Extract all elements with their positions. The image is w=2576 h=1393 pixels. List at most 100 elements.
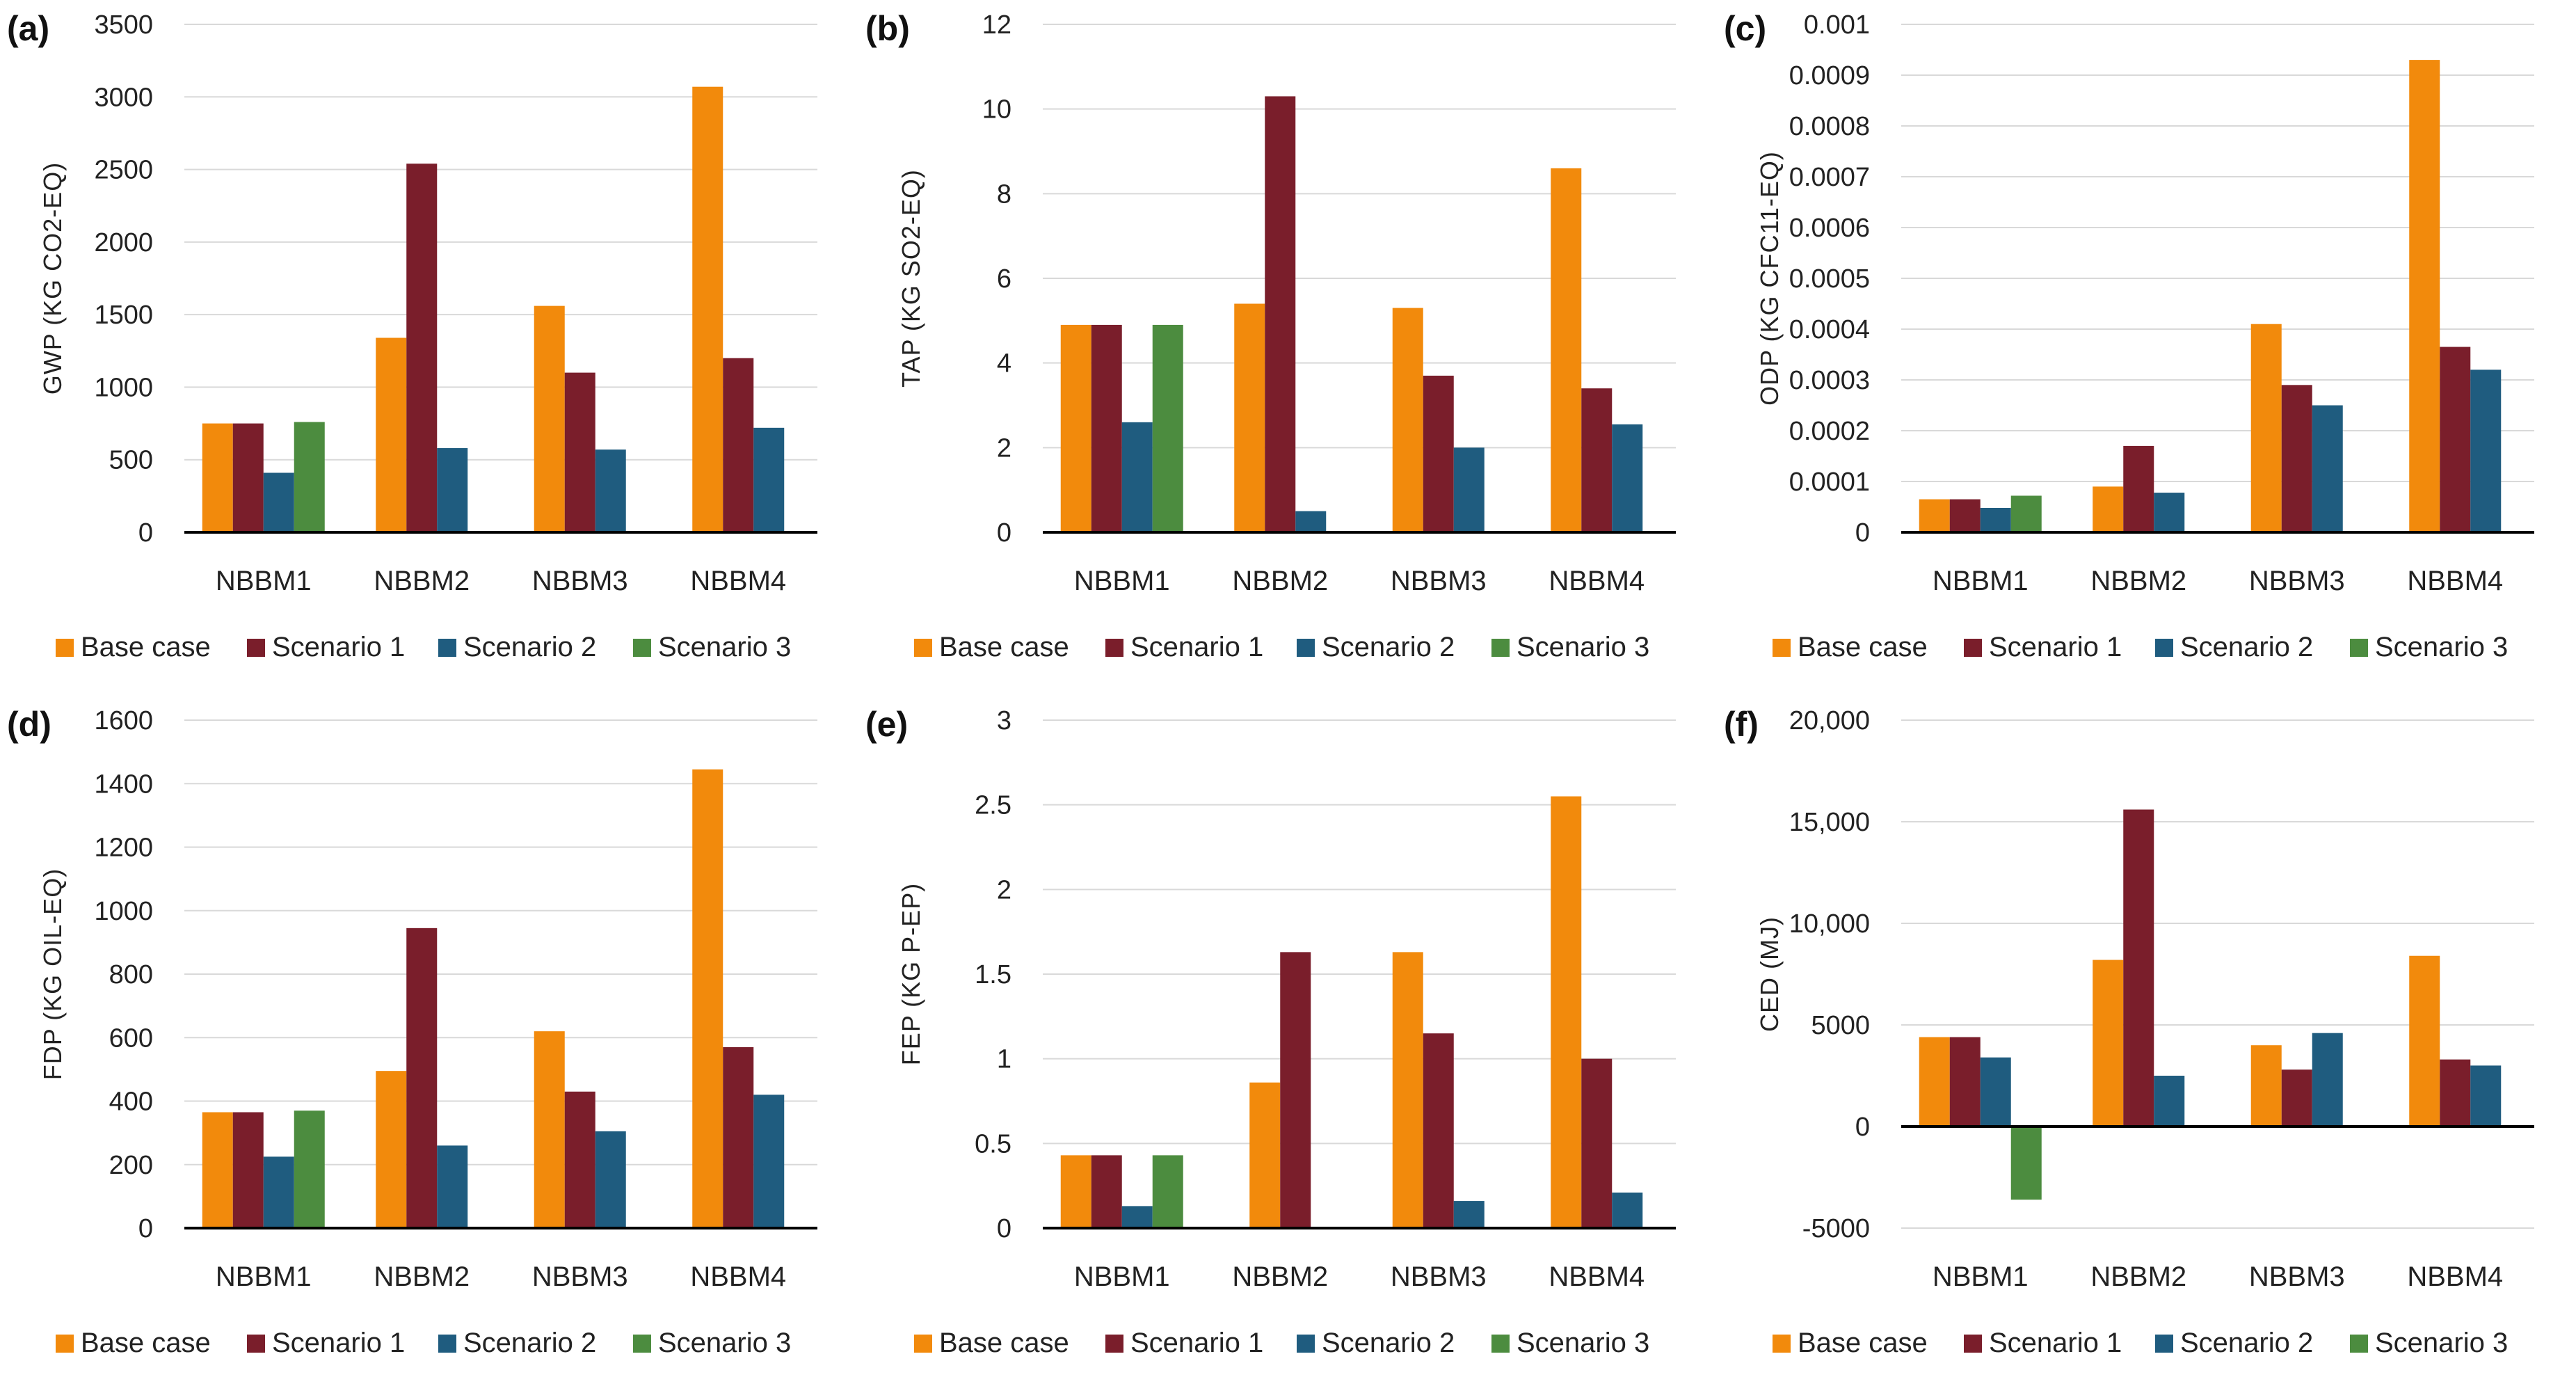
bar-b-nbbm1-series-1 bbox=[1091, 324, 1122, 532]
y-tick-label-d: 600 bbox=[109, 1024, 153, 1053]
bar-e-nbbm1-series-2 bbox=[1121, 1206, 1153, 1228]
bar-e-nbbm3-series-1 bbox=[1423, 1033, 1454, 1228]
bar-c-nbbm1-series-0 bbox=[1919, 499, 1950, 532]
bar-d-nbbm3-series-2 bbox=[595, 1131, 626, 1228]
bar-b-nbbm4-series-2 bbox=[1612, 424, 1643, 532]
chart-panel-f: (f) CED (MJ) -5000 0 5000 10,000 15,000 20,000 N… bbox=[1717, 696, 2575, 1392]
x-category-label-b: NBBM4 bbox=[1549, 566, 1645, 596]
chart-a-svg: (a) GWP (KG CO2-EQ) 0 500 1000 1500 2000 2500 30… bbox=[7, 9, 817, 662]
x-category-label-d: NBBM2 bbox=[374, 1261, 470, 1292]
bar-a-nbbm1-series-3 bbox=[294, 422, 325, 532]
y-tick-label-c: 0.0009 bbox=[1789, 61, 1870, 90]
y-axis-title-c: ODP (KG CFC11-EQ) bbox=[1755, 151, 1784, 406]
panel-label-d: (d) bbox=[7, 705, 51, 744]
bar-c-nbbm3-series-2 bbox=[2312, 405, 2343, 532]
chart-b-svg: (b) TAP (KG SO2-EQ) 0 2 4 6 8 10 12 NBBM1 NBBM2 NBB… bbox=[865, 9, 1676, 662]
y-tick-label-b: 6 bbox=[997, 264, 1011, 294]
bar-f-nbbm4-series-0 bbox=[2409, 955, 2440, 1127]
legend-label-d: Scenario 2 bbox=[463, 1328, 596, 1358]
bar-e-nbbm4-series-1 bbox=[1581, 1058, 1613, 1228]
legend-label-c: Scenario 1 bbox=[1989, 632, 2122, 662]
legend-swatch-a bbox=[56, 639, 74, 657]
bar-b-nbbm2-series-2 bbox=[1295, 511, 1327, 532]
legend-swatch-d bbox=[633, 1335, 651, 1353]
bar-f-nbbm1-series-1 bbox=[1949, 1037, 1981, 1127]
legend-swatch-c bbox=[2350, 639, 2368, 657]
bar-c-nbbm1-series-1 bbox=[1949, 499, 1981, 532]
x-category-label-d: NBBM1 bbox=[216, 1261, 312, 1292]
legend-label-c: Scenario 3 bbox=[2375, 632, 2508, 662]
legend-label-d: Scenario 1 bbox=[272, 1328, 405, 1358]
bar-a-nbbm4-series-0 bbox=[692, 86, 723, 532]
y-tick-label-d: 400 bbox=[109, 1088, 153, 1117]
y-tick-label-b: 0 bbox=[997, 518, 1011, 548]
bar-a-nbbm2-series-0 bbox=[376, 337, 407, 532]
bar-a-nbbm3-series-0 bbox=[534, 305, 565, 532]
bar-d-nbbm1-series-2 bbox=[263, 1156, 294, 1228]
y-tick-label-e: 0.5 bbox=[975, 1129, 1011, 1159]
x-category-label-e: NBBM1 bbox=[1074, 1261, 1170, 1292]
bar-a-nbbm4-series-1 bbox=[723, 358, 754, 532]
legend-swatch-b bbox=[1491, 639, 1510, 657]
legend-swatch-f bbox=[2350, 1335, 2368, 1353]
y-tick-label-d: 1000 bbox=[94, 897, 153, 926]
x-category-label-f: NBBM4 bbox=[2407, 1261, 2503, 1292]
y-tick-label-d: 1200 bbox=[94, 834, 153, 863]
bar-f-nbbm1-series-0 bbox=[1919, 1037, 1950, 1127]
bar-f-nbbm4-series-1 bbox=[2440, 1059, 2471, 1127]
x-category-label-d: NBBM3 bbox=[532, 1261, 628, 1292]
bar-c-nbbm1-series-2 bbox=[1980, 507, 2011, 532]
legend-swatch-e bbox=[914, 1335, 932, 1353]
x-category-label-c: NBBM3 bbox=[2249, 566, 2345, 596]
legend-swatch-e bbox=[1105, 1335, 1123, 1353]
legend-swatch-e bbox=[1297, 1335, 1315, 1353]
panel-label-e: (e) bbox=[865, 705, 908, 744]
bar-e-nbbm2-series-0 bbox=[1249, 1082, 1281, 1228]
bar-a-nbbm4-series-2 bbox=[753, 427, 785, 532]
y-tick-label-d: 0 bbox=[138, 1214, 153, 1243]
y-axis-title-b: TAP (KG SO2-EQ) bbox=[897, 169, 925, 388]
y-tick-label-b: 8 bbox=[997, 180, 1011, 209]
y-tick-label-c: 0.0003 bbox=[1789, 366, 1870, 395]
legend-swatch-f bbox=[1773, 1335, 1791, 1353]
y-tick-label-d: 200 bbox=[109, 1151, 153, 1180]
legend-label-d: Base case bbox=[81, 1328, 211, 1358]
y-tick-label-c: 0.0004 bbox=[1789, 315, 1870, 344]
legend-swatch-a bbox=[633, 639, 651, 657]
y-tick-label-c: 0.0005 bbox=[1789, 264, 1870, 294]
y-tick-label-b: 10 bbox=[982, 95, 1011, 125]
y-tick-label-a: 500 bbox=[109, 446, 153, 475]
bar-d-nbbm3-series-1 bbox=[564, 1091, 595, 1228]
legend-swatch-b bbox=[1105, 639, 1123, 657]
y-tick-label-f: 10,000 bbox=[1789, 909, 1870, 939]
legend-label-e: Base case bbox=[939, 1328, 1069, 1358]
x-category-label-e: NBBM4 bbox=[1549, 1261, 1645, 1292]
bar-e-nbbm1-series-1 bbox=[1091, 1155, 1122, 1228]
bar-f-nbbm2-series-2 bbox=[2154, 1076, 2185, 1127]
bar-d-nbbm2-series-2 bbox=[437, 1145, 468, 1228]
bar-a-nbbm1-series-0 bbox=[202, 423, 233, 532]
legend-swatch-c bbox=[2155, 639, 2173, 657]
y-tick-label-e: 2.5 bbox=[975, 791, 1011, 820]
bar-d-nbbm4-series-0 bbox=[692, 769, 723, 1228]
bar-a-nbbm3-series-2 bbox=[595, 449, 626, 532]
y-tick-label-f: 15,000 bbox=[1789, 808, 1870, 837]
y-tick-label-c: 0.0008 bbox=[1789, 112, 1870, 141]
legend-label-b: Scenario 2 bbox=[1322, 632, 1455, 662]
y-tick-label-c: 0 bbox=[1855, 518, 1870, 548]
y-tick-label-e: 0 bbox=[997, 1214, 1011, 1243]
y-tick-label-c: 0.001 bbox=[1804, 10, 1870, 40]
legend-label-f: Base case bbox=[1798, 1328, 1928, 1358]
y-tick-label-c: 0.0001 bbox=[1789, 468, 1870, 497]
y-tick-label-e: 3 bbox=[997, 706, 1011, 735]
y-tick-label-a: 3500 bbox=[94, 10, 153, 40]
chart-e-svg: (e) FEP (KG P-EP) 0 0.5 1 1.5 2 2.5 3 NBBM1 NBBM2 N… bbox=[865, 705, 1676, 1358]
y-tick-label-e: 1.5 bbox=[975, 960, 1011, 989]
legend-label-a: Scenario 3 bbox=[658, 632, 791, 662]
x-category-label-c: NBBM2 bbox=[2090, 566, 2186, 596]
bar-d-nbbm4-series-2 bbox=[753, 1094, 785, 1228]
legend-label-f: Scenario 3 bbox=[2375, 1328, 2508, 1358]
legend-swatch-c bbox=[1964, 639, 1982, 657]
legend-label-f: Scenario 2 bbox=[2180, 1328, 2313, 1358]
legend-label-a: Scenario 1 bbox=[272, 632, 405, 662]
